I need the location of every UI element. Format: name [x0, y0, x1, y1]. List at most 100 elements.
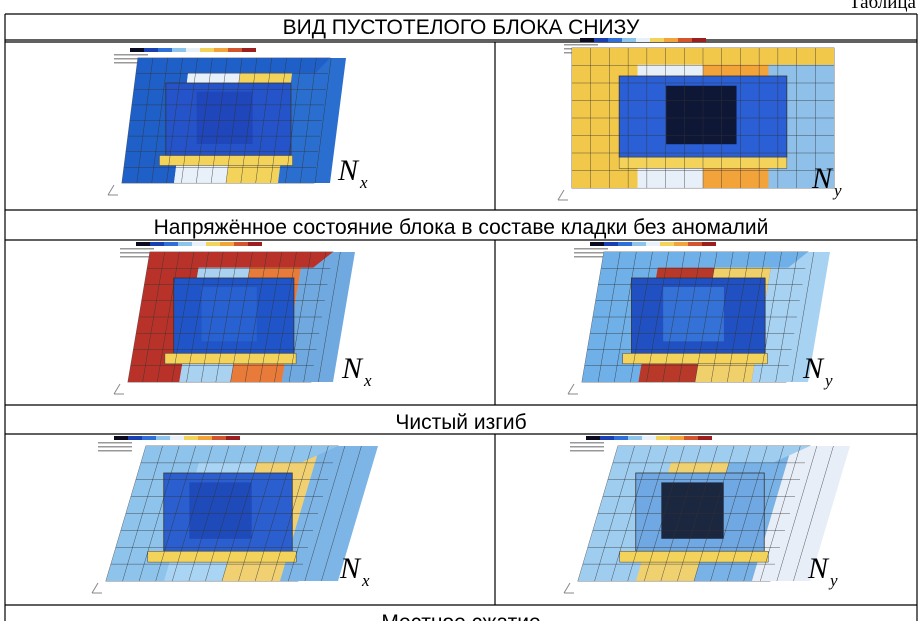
table-title: ВИД ПУСТОТЕЛОГО БЛОКА СНИЗУ [283, 16, 640, 39]
block-rib [164, 353, 297, 365]
axis-glyph [567, 383, 578, 395]
legend-swatch [172, 48, 186, 52]
stress-image [91, 436, 378, 594]
legend-swatch [636, 38, 650, 42]
legend-swatch [242, 48, 256, 52]
table-frame [4, 13, 918, 621]
legend-note [114, 54, 148, 56]
legend-swatch [192, 242, 206, 246]
axis-symbol: N [811, 162, 834, 195]
legend-swatch [642, 436, 656, 440]
section-caption: Напряжённое состояние блока в составе кл… [154, 216, 769, 239]
legend-note [98, 442, 132, 444]
legend-swatch [692, 38, 706, 42]
mesh-line [321, 445, 362, 582]
legend-swatch [650, 38, 664, 42]
block-rib [147, 551, 297, 563]
legend-swatch [594, 38, 608, 42]
legend-swatch [656, 436, 670, 440]
legend-swatch [590, 242, 604, 246]
legend-swatch [586, 436, 600, 440]
legend-note [114, 58, 148, 60]
stress-image [113, 242, 355, 395]
legend-swatch [130, 48, 144, 52]
legend-swatch [164, 242, 178, 246]
block-core [666, 85, 737, 145]
stress-image [563, 436, 850, 594]
stress-image [567, 242, 830, 395]
legend-note [120, 256, 154, 258]
axis-symbol: N [337, 154, 360, 187]
legend-swatch [200, 48, 214, 52]
axis-symbol: N [802, 352, 825, 385]
legend-swatch [684, 436, 698, 440]
legend-swatch [622, 38, 636, 42]
legend-swatch [156, 436, 170, 440]
legend-swatch [604, 242, 618, 246]
legend-note [574, 248, 608, 250]
block-edge [614, 446, 810, 463]
legend-swatch [628, 436, 642, 440]
legend-swatch [128, 436, 142, 440]
block-rib [622, 353, 768, 365]
legend-swatch [184, 436, 198, 440]
legend-swatch [212, 436, 226, 440]
legend-swatch [142, 436, 156, 440]
mesh-line [776, 445, 818, 582]
legend-swatch [702, 242, 716, 246]
block-core [196, 91, 253, 144]
legend-swatch [674, 242, 688, 246]
axis-subscript: x [361, 571, 370, 590]
legend-swatch [614, 436, 628, 440]
block-core [661, 482, 724, 539]
legend-swatch [678, 38, 692, 42]
axis-glyph [563, 582, 574, 594]
table-caption: Таблица [849, 0, 917, 13]
section-caption: Местное сжатие [381, 611, 540, 621]
block-edge [136, 58, 330, 73]
mesh-line [791, 251, 815, 383]
legend-swatch [214, 48, 228, 52]
legend-swatch [580, 38, 594, 42]
legend-swatch [664, 38, 678, 42]
legend-swatch [178, 242, 192, 246]
legend-swatch [170, 436, 184, 440]
legend-swatch [158, 48, 172, 52]
axis-symbol: N [339, 552, 362, 585]
block-core [201, 287, 257, 342]
legend-swatch [234, 242, 248, 246]
stress-image [107, 48, 346, 196]
block-edge [142, 446, 338, 463]
legend-swatch [150, 242, 164, 246]
legend-swatch [632, 242, 646, 246]
legend-swatch [660, 242, 674, 246]
legend-note [574, 256, 608, 258]
legend-swatch [136, 242, 150, 246]
legend-note [98, 446, 132, 448]
mesh-line [314, 57, 332, 184]
legend-swatch [646, 242, 660, 246]
axis-subscript: y [828, 571, 838, 590]
axis-subscript: x [359, 173, 368, 192]
legend-note [570, 442, 604, 444]
section-caption: Чистый изгиб [395, 411, 526, 434]
legend-swatch [206, 242, 220, 246]
legend-note [120, 252, 154, 254]
legend-swatch [198, 436, 212, 440]
legend-swatch [186, 48, 200, 52]
legend-swatch [608, 38, 622, 42]
axis-glyph [113, 383, 124, 395]
legend-note [564, 44, 598, 46]
mesh-line [304, 445, 346, 582]
legend-swatch [698, 436, 712, 440]
block-edge [147, 252, 333, 268]
legend-note [114, 62, 148, 64]
legend-swatch [228, 48, 242, 52]
axis-subscript: x [363, 371, 372, 390]
mesh-line [318, 251, 341, 383]
legend-swatch [688, 242, 702, 246]
legend-swatch [600, 436, 614, 440]
legend-note [98, 450, 132, 452]
stress-image [557, 38, 835, 201]
